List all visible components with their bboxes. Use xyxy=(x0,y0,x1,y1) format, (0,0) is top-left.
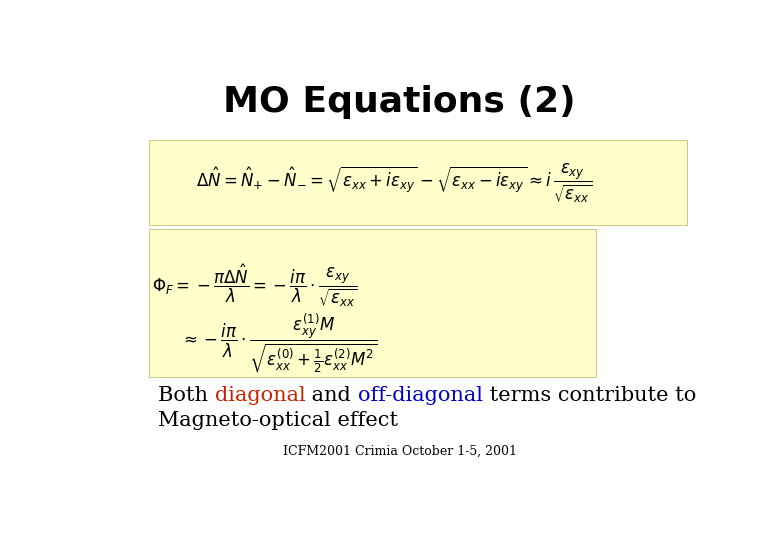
Text: Magneto-optical effect: Magneto-optical effect xyxy=(158,411,398,430)
Text: $\Phi_{F} = -\dfrac{\pi\Delta\hat{N}}{\lambda} = -\dfrac{i\pi}{\lambda} \cdot \d: $\Phi_{F} = -\dfrac{\pi\Delta\hat{N}}{\l… xyxy=(152,262,357,309)
Text: terms contribute to: terms contribute to xyxy=(483,386,696,405)
Text: $\Delta\hat{N} = \hat{N}_{+} - \hat{N}_{-} = \sqrt{\varepsilon_{xx} + i\varepsil: $\Delta\hat{N} = \hat{N}_{+} - \hat{N}_{… xyxy=(196,162,592,205)
FancyBboxPatch shape xyxy=(149,229,596,377)
Text: and: and xyxy=(305,386,358,405)
Text: Both: Both xyxy=(158,386,214,405)
Text: $\approx -\dfrac{i\pi}{\lambda} \cdot \dfrac{\varepsilon_{xy}^{(1)} M}{\sqrt{\va: $\approx -\dfrac{i\pi}{\lambda} \cdot \d… xyxy=(180,312,378,375)
Text: MO Equations (2): MO Equations (2) xyxy=(223,85,576,119)
FancyBboxPatch shape xyxy=(149,140,687,225)
Text: diagonal: diagonal xyxy=(215,386,305,405)
Text: off-diagonal: off-diagonal xyxy=(358,386,483,405)
Text: ICFM2001 Crimia October 1-5, 2001: ICFM2001 Crimia October 1-5, 2001 xyxy=(282,445,516,458)
